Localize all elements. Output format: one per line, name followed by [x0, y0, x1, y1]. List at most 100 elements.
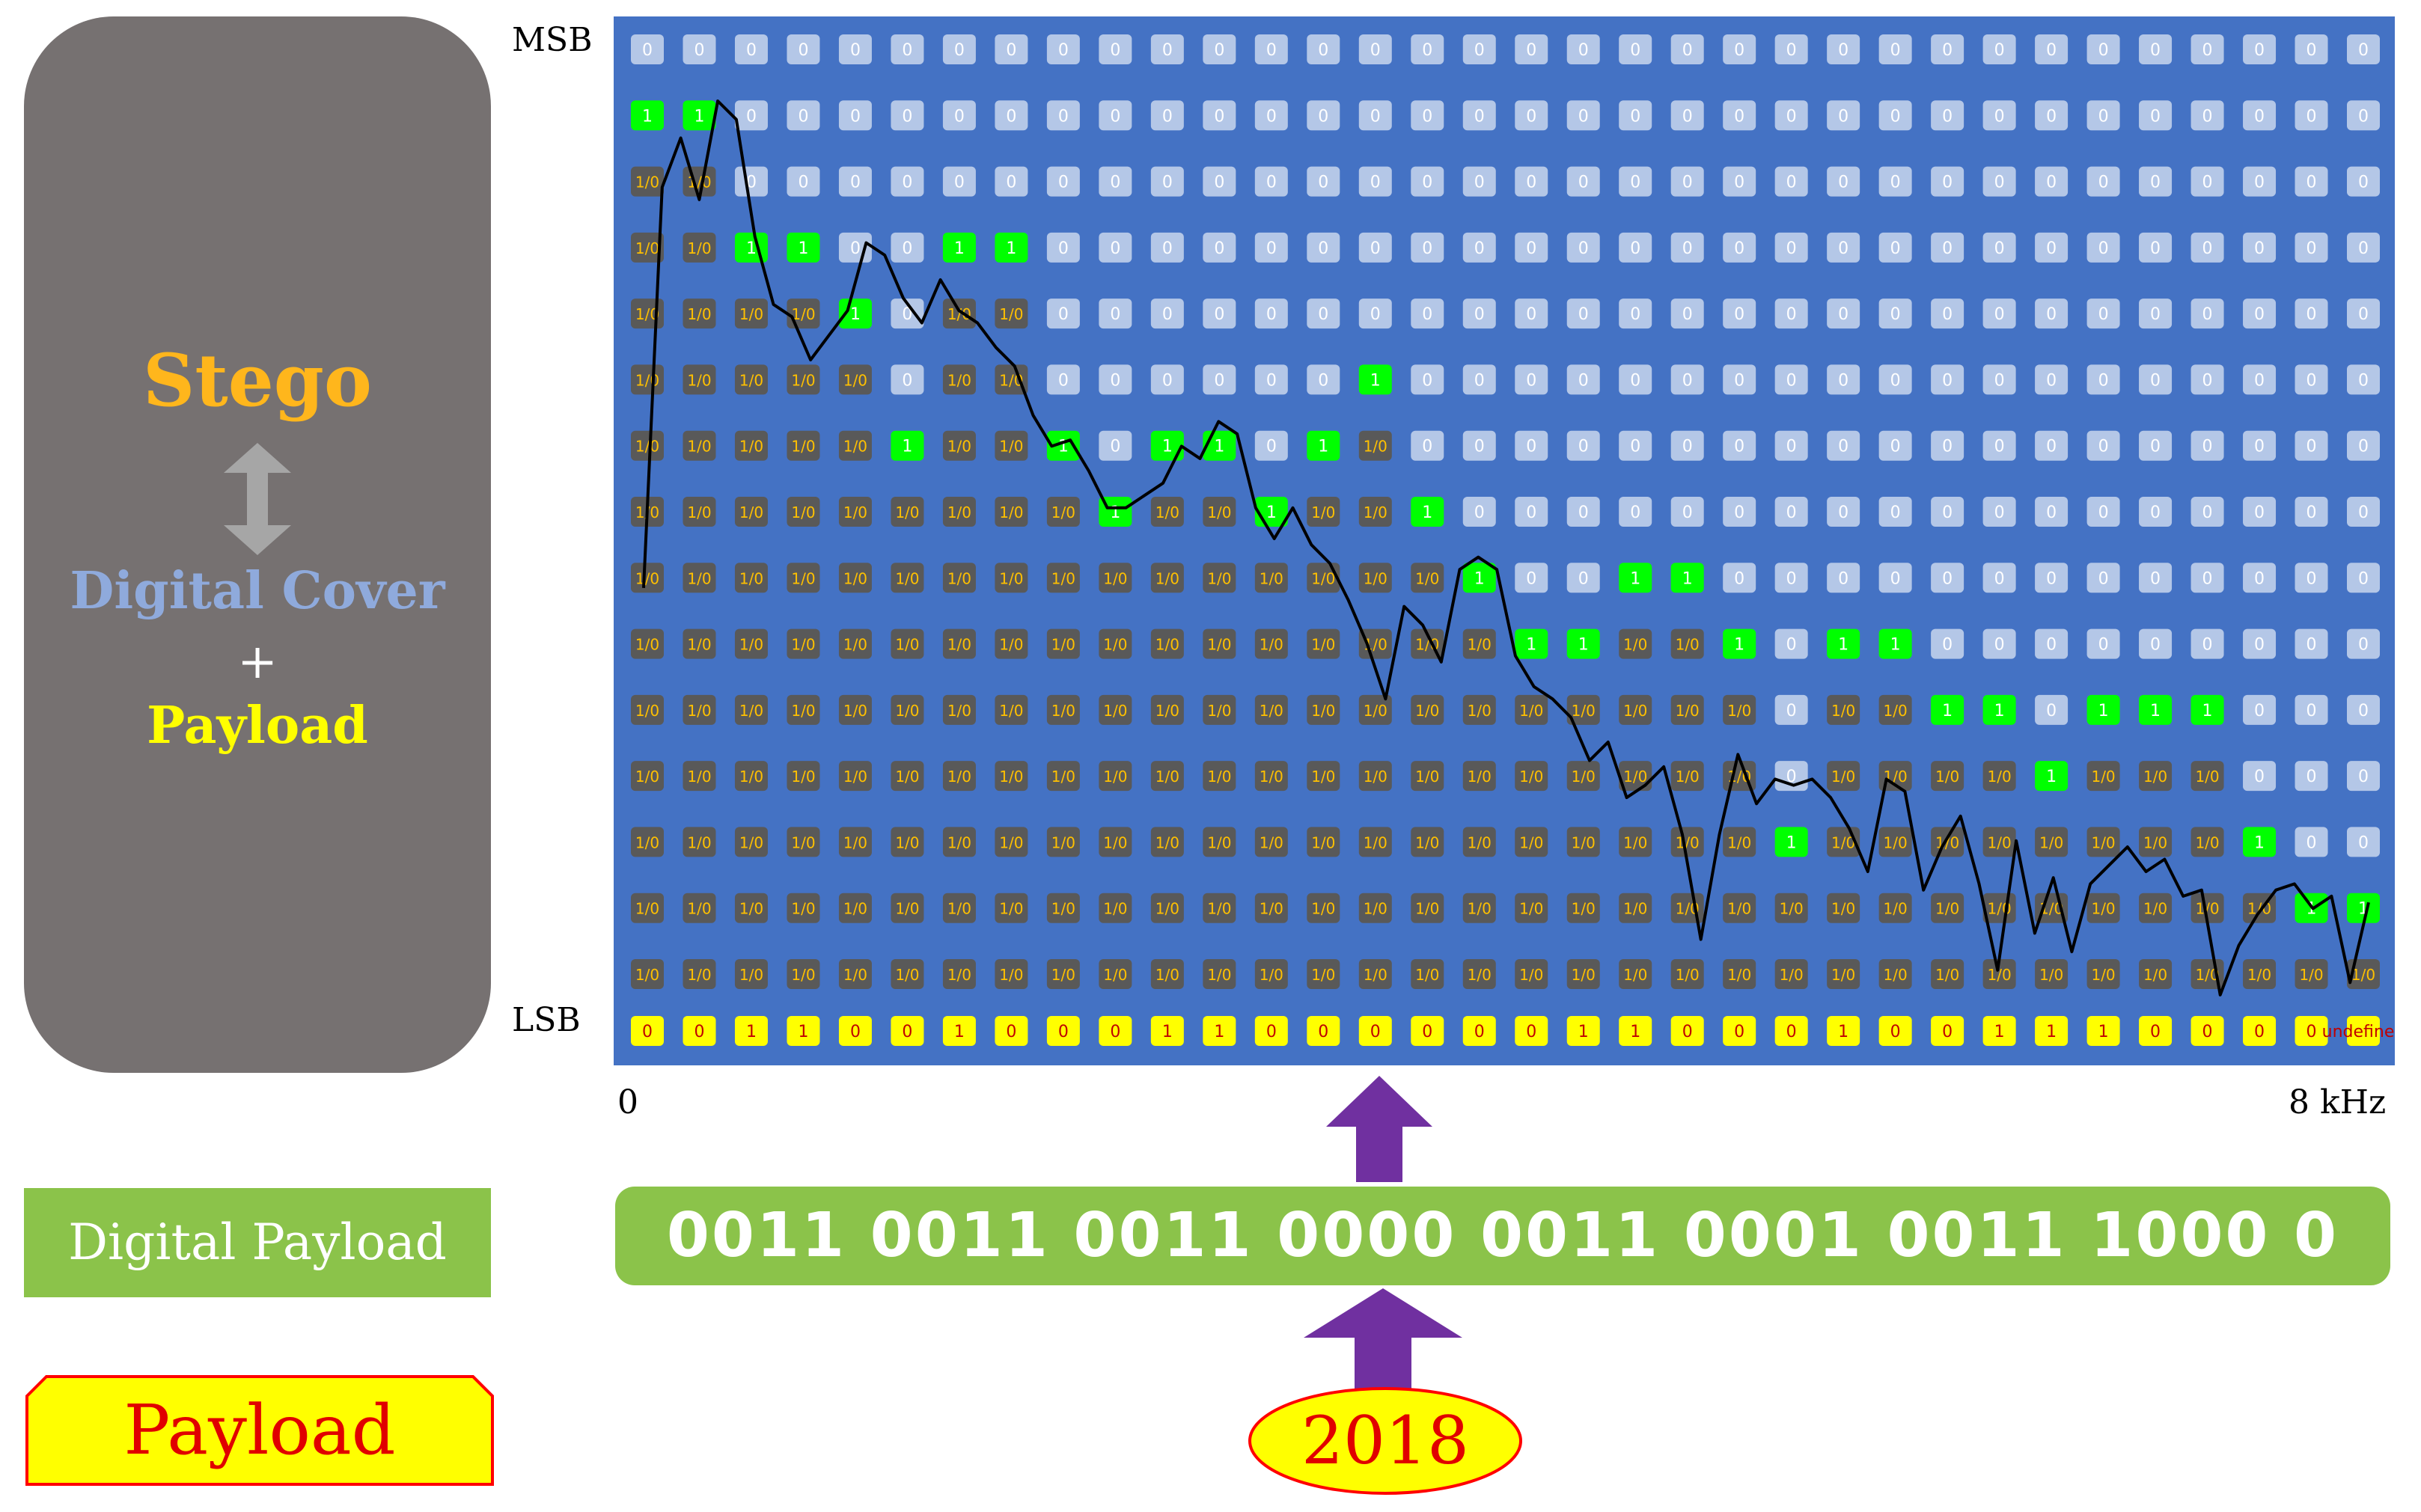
lsb-bit-cell: 0	[1358, 1016, 1392, 1046]
cell-label: 1/0	[1468, 900, 1492, 918]
lsb-bit-cell: 0	[2295, 1016, 2328, 1046]
unused-bit-cell: 0	[2243, 100, 2277, 131]
undecided-bit-cell: 1/0	[1515, 893, 1548, 923]
undecided-bit-cell: 1/0	[1358, 893, 1392, 923]
cell-label: 0	[1682, 371, 1693, 390]
cell-label: 0	[1370, 174, 1381, 192]
undecided-bit-cell: 1/0	[995, 430, 1028, 461]
unused-bit-cell: 0	[1515, 497, 1548, 527]
unused-bit-cell: 0	[1931, 232, 1964, 263]
cell-label: 0	[2254, 305, 2265, 324]
unused-bit-cell: 0	[1203, 100, 1236, 131]
cell-label: 1/0	[2091, 768, 2115, 786]
cell-label: 1/0	[1780, 900, 1804, 918]
lsb-bit-label: 0	[642, 1023, 653, 1041]
undecided-bit-cell: 1/0	[683, 694, 716, 725]
cell-label: 0	[1682, 305, 1693, 324]
unused-bit-cell: 0	[2190, 497, 2224, 527]
unused-bit-cell: 0	[1411, 364, 1444, 395]
unused-bit-cell: 0	[1982, 430, 2016, 461]
cell-label: 1/0	[1260, 833, 1283, 851]
undecided-bit-cell: 1/0	[838, 628, 872, 659]
cell-label: 0	[1682, 438, 1693, 456]
cell-label: 1/0	[687, 305, 711, 323]
lsb-bit-label: 1	[1162, 1023, 1173, 1041]
lsb-bit-label: undefined	[2322, 1023, 2395, 1041]
undecided-bit-cell: 1/0	[995, 497, 1028, 527]
unused-bit-cell: 0	[1254, 34, 1288, 64]
undecided-bit-cell: 1/0	[1358, 430, 1392, 461]
undecided-bit-cell: 1/0	[1462, 893, 1496, 923]
undecided-bit-cell: 1/0	[1046, 497, 1080, 527]
unused-bit-cell: 0	[1358, 100, 1392, 131]
undecided-bit-cell: 1/0	[631, 364, 664, 395]
unused-bit-cell: 0	[2295, 100, 2328, 131]
one-bit-cell: 1	[1723, 628, 1756, 659]
undecided-bit-cell: 1/0	[1099, 761, 1132, 792]
lsb-bit-cell: 0	[631, 1016, 664, 1046]
unused-bit-cell: 0	[1774, 761, 1808, 792]
cell-label: 1/0	[635, 702, 659, 720]
unused-bit-cell: 0	[1358, 34, 1392, 64]
undecided-bit-cell: 1/0	[1411, 959, 1444, 989]
lsb-bit-cell: 0	[2243, 1016, 2277, 1046]
undecided-bit-cell: 1/0	[838, 497, 872, 527]
unused-bit-cell: 0	[2035, 166, 2069, 197]
cell-label: 0	[1630, 305, 1640, 324]
cell-label: 0	[1370, 41, 1381, 60]
cell-label: 1/0	[635, 438, 659, 456]
undecided-bit-cell: 1/0	[1619, 893, 1652, 923]
unused-bit-cell: 0	[1982, 497, 2016, 527]
cell-label: 0	[954, 174, 965, 192]
undecided-bit-cell: 1/0	[2190, 761, 2224, 792]
undecided-bit-cell: 1/0	[631, 893, 664, 923]
unused-bit-cell: 0	[1774, 34, 1808, 64]
cell-label: 0	[1266, 107, 1277, 126]
cell-label: 0	[1058, 107, 1069, 126]
cell-label: 1/0	[1988, 833, 2012, 851]
year-label: 2018	[1301, 1402, 1469, 1479]
cell-label: 1	[1890, 636, 1901, 655]
cell-label: 0	[1162, 239, 1173, 258]
undecided-bit-cell: 1/0	[995, 563, 1028, 593]
lsb-bit-cell: 0	[1462, 1016, 1496, 1046]
undecided-bit-cell: 1/0	[1046, 827, 1080, 857]
cell-label: 1	[1266, 504, 1277, 522]
cell-label: 0	[1890, 504, 1901, 522]
lsb-bit-cell: 0	[1774, 1016, 1808, 1046]
cell-label: 0	[850, 174, 861, 192]
cell-label: 0	[2202, 371, 2213, 390]
cell-label: 0	[2306, 305, 2317, 324]
cell-label: 0	[1786, 438, 1797, 456]
cell-label: 1	[1578, 636, 1589, 655]
undecided-bit-cell: 1/0	[1203, 563, 1236, 593]
unused-bit-cell: 0	[2347, 563, 2380, 593]
undecided-bit-cell: 1/0	[838, 364, 872, 395]
unused-bit-cell: 0	[2190, 299, 2224, 329]
cell-label: 1/0	[999, 833, 1023, 851]
cell-label: 1/0	[1103, 900, 1127, 918]
cell-label: 0	[902, 371, 912, 390]
cell-label: 1/0	[1572, 702, 1596, 720]
cell-label: 0	[798, 41, 808, 60]
undecided-bit-cell: 1/0	[1619, 827, 1652, 857]
cell-label: 0	[1110, 438, 1120, 456]
cell-label: 1/0	[1364, 768, 1387, 786]
undecided-bit-cell: 1/0	[1307, 563, 1340, 593]
cell-label: 0	[2254, 702, 2265, 720]
cell-label: 0	[2150, 305, 2161, 324]
unused-bit-cell: 0	[1046, 232, 1080, 263]
unused-bit-cell: 0	[1723, 563, 1756, 593]
cell-label: 0	[2306, 41, 2317, 60]
cell-label: 1/0	[1572, 900, 1596, 918]
undecided-bit-cell: 1/0	[1462, 959, 1496, 989]
cell-label: 0	[798, 174, 808, 192]
unused-bit-cell: 0	[2139, 232, 2173, 263]
unused-bit-cell: 0	[2086, 34, 2120, 64]
unused-bit-cell: 0	[1150, 34, 1184, 64]
undecided-bit-cell: 1/0	[891, 827, 924, 857]
unused-bit-cell: 0	[1774, 497, 1808, 527]
cell-label: 1/0	[1519, 702, 1543, 720]
cell-label: 0	[1786, 239, 1797, 258]
unused-bit-cell: 0	[2190, 364, 2224, 395]
